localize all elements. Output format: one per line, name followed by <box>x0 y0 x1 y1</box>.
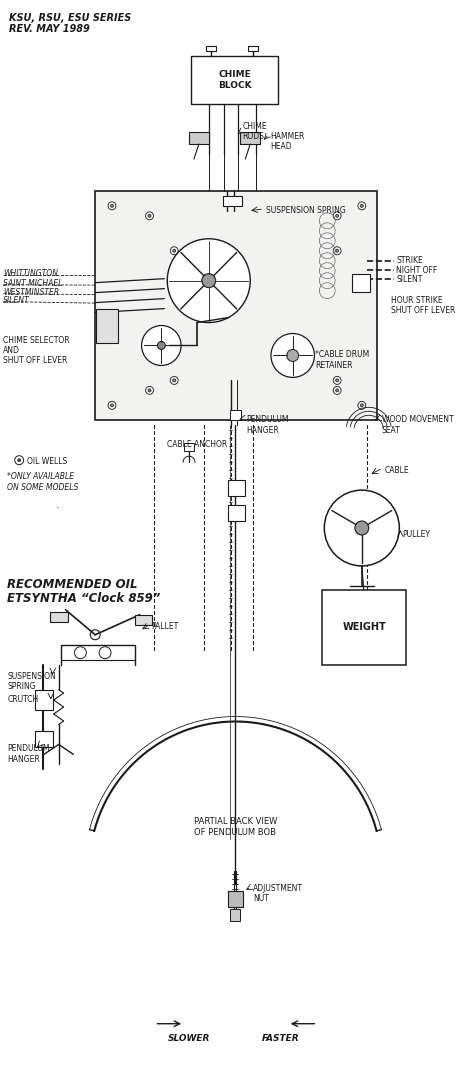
Text: WEIGHT: WEIGHT <box>342 623 386 632</box>
Bar <box>352 274 370 292</box>
Circle shape <box>333 212 341 220</box>
Text: PENDULUM
HANGER: PENDULUM HANGER <box>7 744 50 764</box>
Circle shape <box>146 386 154 394</box>
Circle shape <box>360 205 363 208</box>
Text: PALLET: PALLET <box>152 621 179 631</box>
Circle shape <box>110 404 113 407</box>
Text: SILENT: SILENT <box>396 275 423 284</box>
Bar <box>35 690 53 710</box>
Circle shape <box>333 376 341 385</box>
Text: WOOD MOVEMENT
SEAT: WOOD MOVEMENT SEAT <box>382 416 453 435</box>
Circle shape <box>333 246 341 255</box>
Bar <box>96 308 118 343</box>
Bar <box>229 410 241 420</box>
Text: STRIKE: STRIKE <box>396 256 423 264</box>
Circle shape <box>170 376 178 385</box>
Circle shape <box>157 341 165 350</box>
Text: FASTER: FASTER <box>262 1034 300 1043</box>
Text: WHITTINGTON: WHITTINGTON <box>3 269 58 277</box>
Bar <box>228 505 246 521</box>
Text: *CABLE DRUM
RETAINER: *CABLE DRUM RETAINER <box>315 351 370 370</box>
Bar <box>228 480 246 496</box>
Bar <box>206 46 216 51</box>
Circle shape <box>336 378 338 382</box>
Text: *ONLY AVAILABLE
ON SOME MODELS: *ONLY AVAILABLE ON SOME MODELS <box>7 472 79 491</box>
Circle shape <box>358 401 366 409</box>
Text: RECOMMENDED OIL: RECOMMENDED OIL <box>7 578 138 591</box>
Circle shape <box>336 214 338 217</box>
Circle shape <box>15 455 24 465</box>
Text: .: . <box>56 500 59 511</box>
Circle shape <box>74 647 86 659</box>
Text: WESTMINSTER: WESTMINSTER <box>3 288 60 296</box>
Text: CRUTCH: CRUTCH <box>7 695 38 704</box>
Circle shape <box>142 325 181 366</box>
Bar <box>228 891 243 907</box>
Circle shape <box>90 630 100 640</box>
Bar <box>322 589 406 665</box>
Text: SILENT: SILENT <box>3 295 30 305</box>
Text: SLOWER: SLOWER <box>168 1034 210 1043</box>
Text: HAMMER
HEAD: HAMMER HEAD <box>270 132 304 151</box>
Text: SUSPENSION
SPRING: SUSPENSION SPRING <box>7 672 56 691</box>
Circle shape <box>355 521 369 535</box>
Circle shape <box>271 334 314 377</box>
Circle shape <box>287 350 299 361</box>
Text: PULLEY: PULLEY <box>402 530 430 539</box>
Circle shape <box>324 490 400 566</box>
Circle shape <box>336 249 338 253</box>
Circle shape <box>167 239 250 323</box>
Bar <box>184 443 194 451</box>
Text: PARTIAL BACK VIEW
OF PENDULUM BOB: PARTIAL BACK VIEW OF PENDULUM BOB <box>194 818 277 837</box>
Text: CABLE ANCHOR: CABLE ANCHOR <box>167 440 228 449</box>
Text: SAINT MICHAEL: SAINT MICHAEL <box>3 278 63 288</box>
Circle shape <box>146 212 154 220</box>
Text: REV. MAY 1989: REV. MAY 1989 <box>9 25 90 34</box>
Circle shape <box>148 214 151 217</box>
Bar <box>223 196 242 206</box>
Circle shape <box>336 389 338 392</box>
Text: PENDULUM
HANGER: PENDULUM HANGER <box>246 416 289 435</box>
Bar <box>191 56 278 104</box>
Text: SUSPENSION SPRING: SUSPENSION SPRING <box>266 206 346 215</box>
Circle shape <box>148 389 151 392</box>
Circle shape <box>333 386 341 394</box>
Text: OIL WELLS: OIL WELLS <box>27 457 67 466</box>
Text: CABLE: CABLE <box>384 466 409 475</box>
Circle shape <box>173 249 176 253</box>
Bar <box>240 132 260 144</box>
Circle shape <box>202 274 216 288</box>
Bar <box>230 909 240 921</box>
Circle shape <box>170 246 178 255</box>
Bar <box>135 615 153 625</box>
Bar <box>95 191 377 420</box>
Text: ETSYNTHA “Clock 859”: ETSYNTHA “Clock 859” <box>7 592 161 604</box>
Circle shape <box>110 205 113 208</box>
Circle shape <box>173 378 176 382</box>
Circle shape <box>358 201 366 210</box>
Text: NIGHT OFF: NIGHT OFF <box>396 265 438 275</box>
Bar <box>189 132 209 144</box>
Circle shape <box>108 401 116 409</box>
Text: HOUR STRIKE
SHUT OFF LEVER: HOUR STRIKE SHUT OFF LEVER <box>392 295 456 316</box>
Text: CHIME
BLOCK: CHIME BLOCK <box>218 70 251 90</box>
Circle shape <box>18 458 21 462</box>
Text: CHIME SELECTOR
AND
SHUT OFF LEVER: CHIME SELECTOR AND SHUT OFF LEVER <box>3 336 70 366</box>
Circle shape <box>360 404 363 407</box>
Text: ADJUSTMENT
NUT: ADJUSTMENT NUT <box>253 884 303 904</box>
Text: CHIME
RODS: CHIME RODS <box>242 123 267 142</box>
Bar <box>248 46 258 51</box>
Bar <box>50 612 68 621</box>
Bar <box>35 731 53 747</box>
Text: KSU, RSU, ESU SERIES: KSU, RSU, ESU SERIES <box>9 14 132 23</box>
Circle shape <box>99 647 111 659</box>
Circle shape <box>108 201 116 210</box>
